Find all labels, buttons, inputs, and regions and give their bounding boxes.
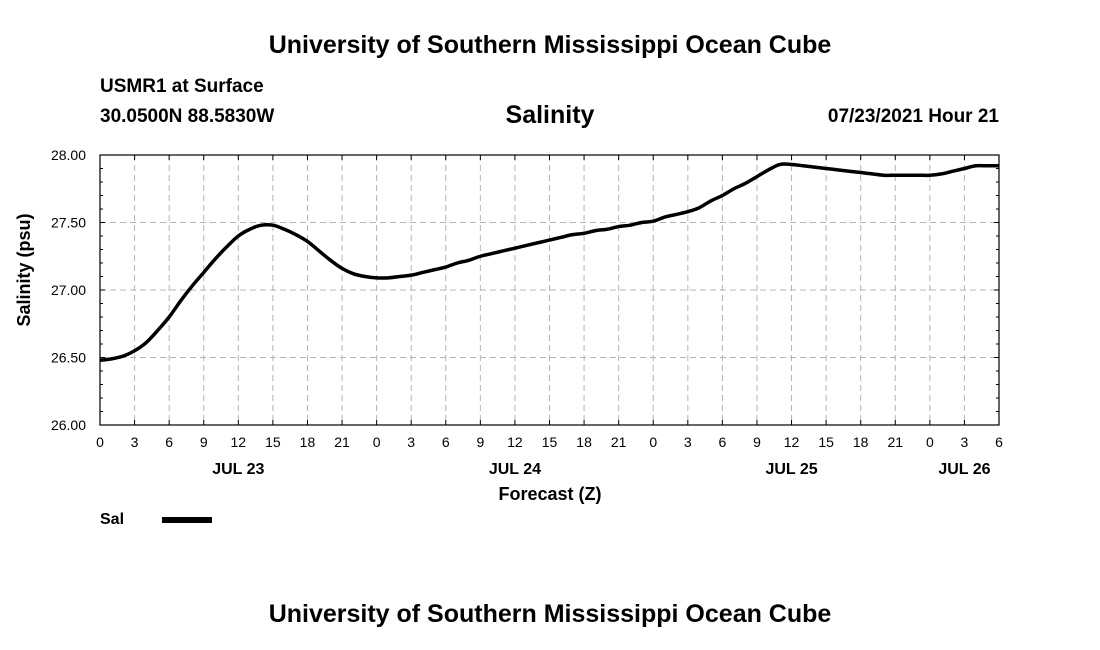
x-tick-label: 21	[334, 434, 350, 450]
x-tick-label: 6	[165, 434, 173, 450]
x-day-label: JUL 23	[212, 461, 264, 478]
x-day-label: JUL 25	[765, 461, 817, 478]
x-tick-label: 0	[373, 434, 381, 450]
x-tick-label: 12	[231, 434, 247, 450]
x-tick-label: 6	[995, 434, 1003, 450]
x-tick-label: 18	[300, 434, 316, 450]
page-title-bottom: University of Southern Mississippi Ocean…	[268, 600, 832, 628]
x-tick-label: 3	[961, 434, 969, 450]
chart-grid	[100, 155, 999, 425]
x-tick-label: 0	[96, 434, 104, 450]
chart-series	[99, 162, 999, 362]
x-tick-label: 9	[753, 434, 761, 450]
x-tick-label: 15	[542, 434, 558, 450]
station-label: USMR1 at Surface	[100, 76, 264, 97]
x-tick-label: 6	[442, 434, 450, 450]
x-tick-label: 12	[507, 434, 523, 450]
x-tick-label: 3	[407, 434, 415, 450]
x-tick-label: 18	[576, 434, 592, 450]
x-tick-label: 6	[718, 434, 726, 450]
x-tick-label: 3	[684, 434, 692, 450]
x-tick-label: 21	[887, 434, 903, 450]
x-tick-label: 15	[265, 434, 281, 450]
y-tick-label: 26.50	[51, 350, 86, 366]
x-tick-label: 9	[200, 434, 208, 450]
x-tick-label: 0	[649, 434, 657, 450]
x-tick-label: 15	[818, 434, 834, 450]
x-day-label: JUL 24	[489, 461, 541, 478]
y-tick-label: 26.00	[51, 417, 86, 433]
datetime-label: 07/23/2021 Hour 21	[827, 106, 999, 127]
x-tick-label: 21	[611, 434, 627, 450]
x-tick-label: 0	[926, 434, 934, 450]
page-title-top: University of Southern Mississippi Ocean…	[268, 31, 832, 59]
y-axis-label: Salinity (psu)	[14, 213, 34, 326]
x-tick-label: 12	[784, 434, 800, 450]
chart-title: Salinity	[505, 101, 595, 129]
x-axis-label: Forecast (Z)	[498, 484, 601, 504]
legend-label: Sal	[100, 511, 124, 528]
y-tick-label: 27.50	[51, 215, 86, 231]
y-tick-label: 27.00	[51, 282, 86, 298]
salinity-chart: 0 3 6 9 12 15 18 21 0 3 6 9 12 15 18 21 0 3 6 9 12 15 18 21 0 3 6J…	[14, 147, 1003, 528]
y-tick-label: 28.00	[51, 147, 86, 163]
chart-ticks: 0 3 6 9 12 15 18 21 0 3 6 9 12 15 18 21 0 3 6 9 12 15 18 21 0 3 6J…	[51, 147, 1003, 478]
x-day-label: JUL 26	[938, 461, 990, 478]
x-tick-label: 9	[476, 434, 484, 450]
series-line-sal	[99, 162, 999, 362]
coordinates-label: 30.0500N 88.5830W	[100, 106, 275, 127]
x-tick-label: 3	[131, 434, 139, 450]
x-tick-label: 18	[853, 434, 869, 450]
